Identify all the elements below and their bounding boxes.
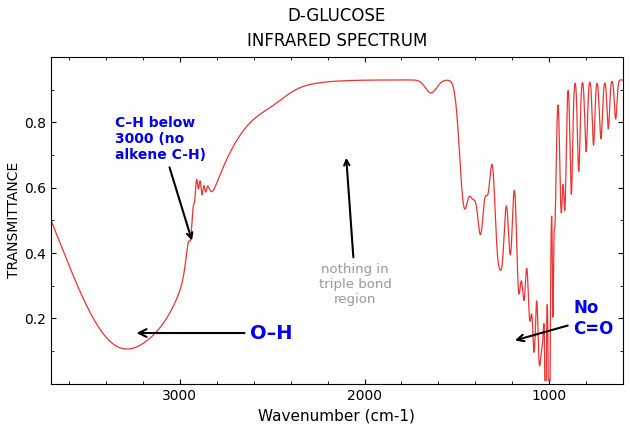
Text: O–H: O–H bbox=[139, 323, 292, 343]
X-axis label: Wavenumber (cm-1): Wavenumber (cm-1) bbox=[258, 408, 415, 423]
Text: nothing in
triple bond
region: nothing in triple bond region bbox=[319, 160, 392, 306]
Title: D-GLUCOSE
INFRARED SPECTRUM: D-GLUCOSE INFRARED SPECTRUM bbox=[246, 7, 427, 50]
Text: No
C=O: No C=O bbox=[517, 299, 614, 341]
Text: C–H below
3000 (no
alkene C-H): C–H below 3000 (no alkene C-H) bbox=[115, 116, 206, 238]
Y-axis label: TRANSMITTANCE: TRANSMITTANCE bbox=[7, 162, 21, 279]
